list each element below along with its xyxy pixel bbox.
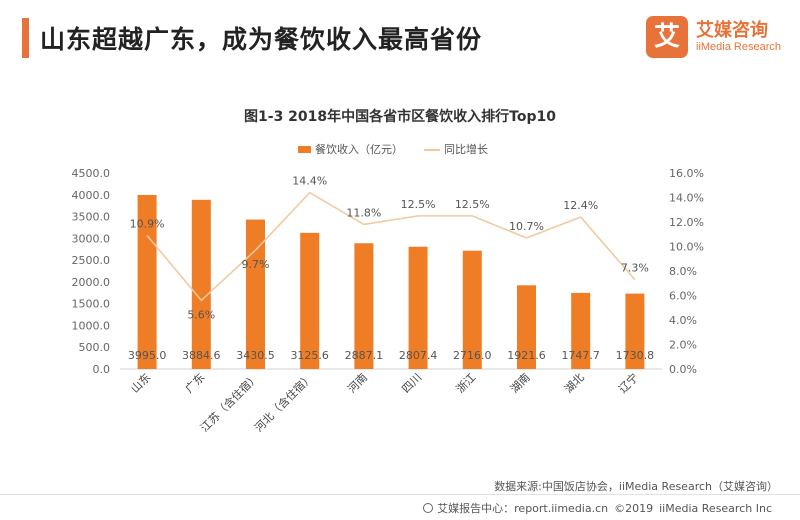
growth-data-label: 5.6%	[187, 308, 215, 321]
bar-data-label: 3125.6	[290, 349, 329, 362]
footer-report-link[interactable]: 艾媒报告中心：report.iimedia.cn	[437, 502, 609, 515]
bar	[517, 285, 536, 369]
y-axis-tick-label: 2500.0	[72, 254, 111, 267]
bar	[462, 250, 482, 369]
bar	[625, 293, 645, 369]
y-axis-tick-label: 3500.0	[72, 211, 111, 224]
growth-data-label: 10.7%	[509, 220, 544, 233]
legend-swatch-bar	[298, 146, 311, 153]
growth-data-label: 9.7%	[242, 258, 270, 271]
bar-data-label: 1730.8	[616, 349, 655, 362]
data-source-note: 数据来源:中国饭店协会，iiMedia Research（艾媒咨询）	[494, 480, 778, 493]
growth-data-label: 12.5%	[455, 198, 490, 211]
y-axis-tick-label: 1000.0	[72, 319, 111, 332]
footer: 艾媒报告中心：report.iimedia.cn ©2019 iiMedia R…	[423, 500, 778, 516]
growth-data-label: 12.5%	[401, 198, 436, 211]
brand-name-cn: 艾媒咨询	[696, 20, 768, 41]
x-axis-category-label: 浙江	[454, 371, 479, 396]
growth-line	[146, 191, 636, 302]
growth-data-label: 10.9%	[130, 217, 165, 230]
y2-axis-tick-label: 2.0%	[669, 339, 697, 352]
y2-axis-tick-label: 12.0%	[669, 216, 704, 229]
bar-data-label: 2887.1	[345, 349, 384, 362]
report-center-icon	[423, 503, 434, 513]
footer-divider	[0, 494, 800, 495]
y-axis-tick-label: 4000.0	[72, 189, 111, 202]
footer-copyright: ©2019	[614, 501, 654, 515]
bar-data-label: 3995.0	[128, 349, 167, 362]
y-axis-tick-label: 0.0	[93, 363, 111, 376]
growth-data-label: 7.3%	[621, 262, 649, 275]
x-axis-category-label: 山东	[128, 371, 153, 396]
title-accent-bar	[22, 18, 29, 58]
y2-axis-tick-label: 10.0%	[669, 241, 704, 254]
y-axis-tick-label: 2000.0	[72, 276, 111, 289]
y2-axis-tick-label: 14.0%	[669, 192, 704, 205]
brand-logo[interactable]: 艾 艾媒咨询 iiMedia Research	[646, 14, 796, 64]
x-axis-category-label: 湖北	[562, 371, 587, 396]
chart-title: 图1-3 2018年中国各省市区餐饮收入排行Top10	[244, 108, 556, 125]
growth-data-label: 14.4%	[292, 175, 327, 188]
x-axis-category-label: 河南	[345, 371, 370, 396]
bar-data-label: 3884.6	[182, 349, 221, 362]
footer-company: iiMedia Research Inc	[659, 501, 772, 515]
bar-data-label: 3430.5	[236, 349, 275, 362]
growth-data-label: 12.4%	[563, 199, 598, 212]
y-axis-tick-label: 4500.0	[72, 167, 111, 180]
growth-data-label: 11.8%	[346, 206, 381, 219]
x-axis-category-label: 辽宁	[616, 370, 641, 395]
y-axis-tick-label: 1500.0	[72, 298, 111, 311]
y-axis-tick-label: 500.0	[79, 341, 111, 354]
y2-axis-tick-label: 6.0%	[669, 290, 697, 303]
x-axis-category-label: 湖南	[508, 371, 533, 396]
y2-axis-tick-label: 16.0%	[669, 167, 704, 180]
y-axis-tick-label: 3000.0	[72, 232, 111, 245]
y2-axis-tick-label: 8.0%	[669, 265, 697, 278]
brand-badge-icon: 艾	[646, 16, 688, 58]
bar	[354, 243, 374, 369]
bar	[408, 246, 428, 369]
y2-axis-tick-label: 0.0%	[669, 363, 697, 376]
legend-label-bar: 餐饮收入（亿元）	[315, 142, 403, 156]
bar-data-label: 2807.4	[399, 349, 438, 362]
x-axis-category-label: 广东	[183, 371, 208, 396]
x-axis-category-label: 四川	[399, 371, 424, 396]
legend-label-line: 同比增长	[444, 142, 488, 156]
brand-name-en: iiMedia Research	[696, 41, 781, 53]
y2-axis-tick-label: 4.0%	[669, 314, 697, 327]
page-title: 山东超越广东，成为餐饮收入最高省份	[40, 25, 483, 54]
bar	[571, 292, 591, 369]
bar-data-label: 1747.7	[561, 349, 600, 362]
bar-data-label: 2716.0	[453, 349, 492, 362]
bar	[191, 199, 211, 369]
bar	[300, 232, 320, 369]
bar	[246, 219, 265, 369]
bar-data-label: 1921.6	[507, 349, 546, 362]
bar	[137, 194, 157, 369]
